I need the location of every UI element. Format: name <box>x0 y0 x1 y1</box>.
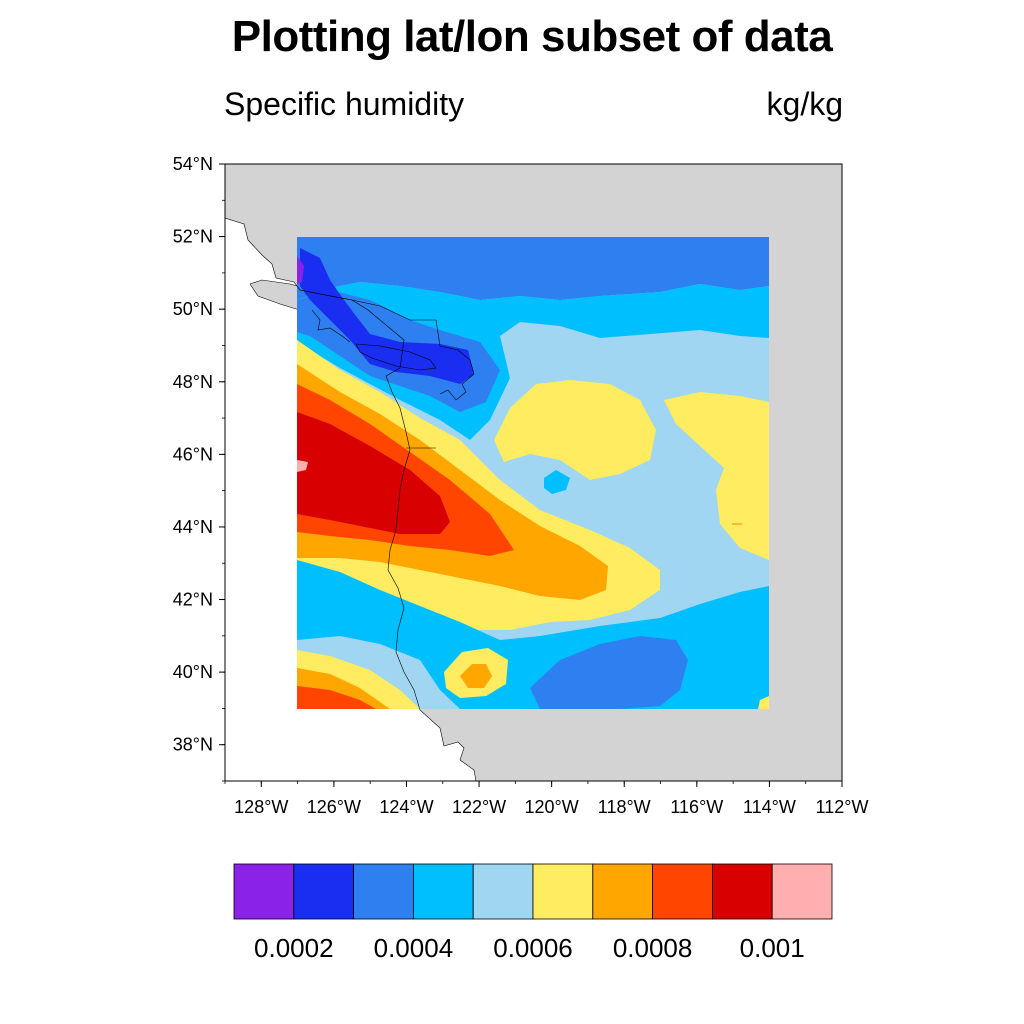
colorbar-swatch <box>233 863 295 920</box>
colorbar-label: 0.0004 <box>374 933 454 963</box>
colorbar-swatch <box>353 863 414 920</box>
boundaries <box>225 217 477 781</box>
x-tick-label: 118°W <box>598 797 651 817</box>
contour-band-0.00075-patch <box>460 664 492 688</box>
us-canada-border <box>299 289 475 401</box>
contour-band-0.00065-se <box>758 696 769 709</box>
units-label: kg/kg <box>766 86 843 122</box>
colorbar-swatch <box>532 863 594 920</box>
contour-band-0.00045 <box>297 282 769 440</box>
contour-band-0.00025 <box>300 248 474 384</box>
contour-band-0.00105 <box>297 460 308 472</box>
coastline <box>225 217 477 781</box>
map-frame <box>224 163 843 782</box>
colorbar: 0.0002 0.0004 0.0006 0.0008 0.001 <box>233 863 833 963</box>
x-tick-label: 112°W <box>816 797 869 817</box>
contour-field <box>297 237 769 709</box>
contour-band-0.00015 <box>297 256 304 284</box>
colorbar-swatch <box>592 863 653 920</box>
y-tick-label: 40°N <box>173 662 213 682</box>
x-tick-label: 120°W <box>525 797 579 817</box>
colorbar-swatch <box>412 863 474 920</box>
contour-band-0.00075 <box>297 364 608 600</box>
latitude-axis: 38°N 40°N 42°N 44°N 46°N 48°N 50°N 52°N 54°N <box>173 154 225 782</box>
contour-band-0.00035-south <box>530 636 688 709</box>
contour-band-0.00045-spot <box>544 470 570 494</box>
y-tick-label: 42°N <box>173 590 213 610</box>
colorbar-label: 0.0006 <box>493 933 573 963</box>
colorbar-label: 0.0002 <box>254 933 334 963</box>
variable-name: Specific humidity <box>224 86 465 122</box>
y-tick-label: 54°N <box>173 154 213 174</box>
contour-band-0.00065-east <box>494 380 656 480</box>
y-tick-label: 44°N <box>173 517 213 537</box>
y-tick-label: 46°N <box>173 444 213 464</box>
contour-band-0.00065-far-east <box>664 392 769 560</box>
longitude-axis: 128°W 126°W 124°W 122°W 120°W 118°W 116°W 114°W… <box>224 781 869 817</box>
x-tick-label: 126°W <box>307 797 361 817</box>
colorbar-swatch <box>472 863 534 920</box>
colorbar-label: 0.0008 <box>613 933 693 963</box>
y-tick-label: 38°N <box>173 735 213 755</box>
salish-coast <box>311 309 351 343</box>
x-tick-label: 116°W <box>670 797 723 817</box>
colorbar-swatch <box>712 863 773 920</box>
y-tick-label: 48°N <box>173 372 213 392</box>
x-tick-label: 114°W <box>743 797 796 817</box>
contour-band-0.00085-sw <box>297 686 376 709</box>
x-tick-label: 128°W <box>234 797 288 817</box>
chart-title: Plotting lat/lon subset of data <box>231 12 833 61</box>
contour-band-0.00035 <box>297 237 769 300</box>
x-tick-label: 122°W <box>452 797 506 817</box>
colorbar-swatch <box>293 863 354 920</box>
colorbar-label: 0.001 <box>740 933 805 963</box>
y-tick-label: 50°N <box>173 299 213 319</box>
puget-sound-outline <box>355 343 437 371</box>
colorbar-swatch <box>771 863 833 920</box>
y-tick-label: 52°N <box>173 227 213 247</box>
colorbar-swatch <box>652 863 713 920</box>
x-tick-label: 124°W <box>379 797 433 817</box>
contour-band-0.00095 <box>297 412 450 534</box>
